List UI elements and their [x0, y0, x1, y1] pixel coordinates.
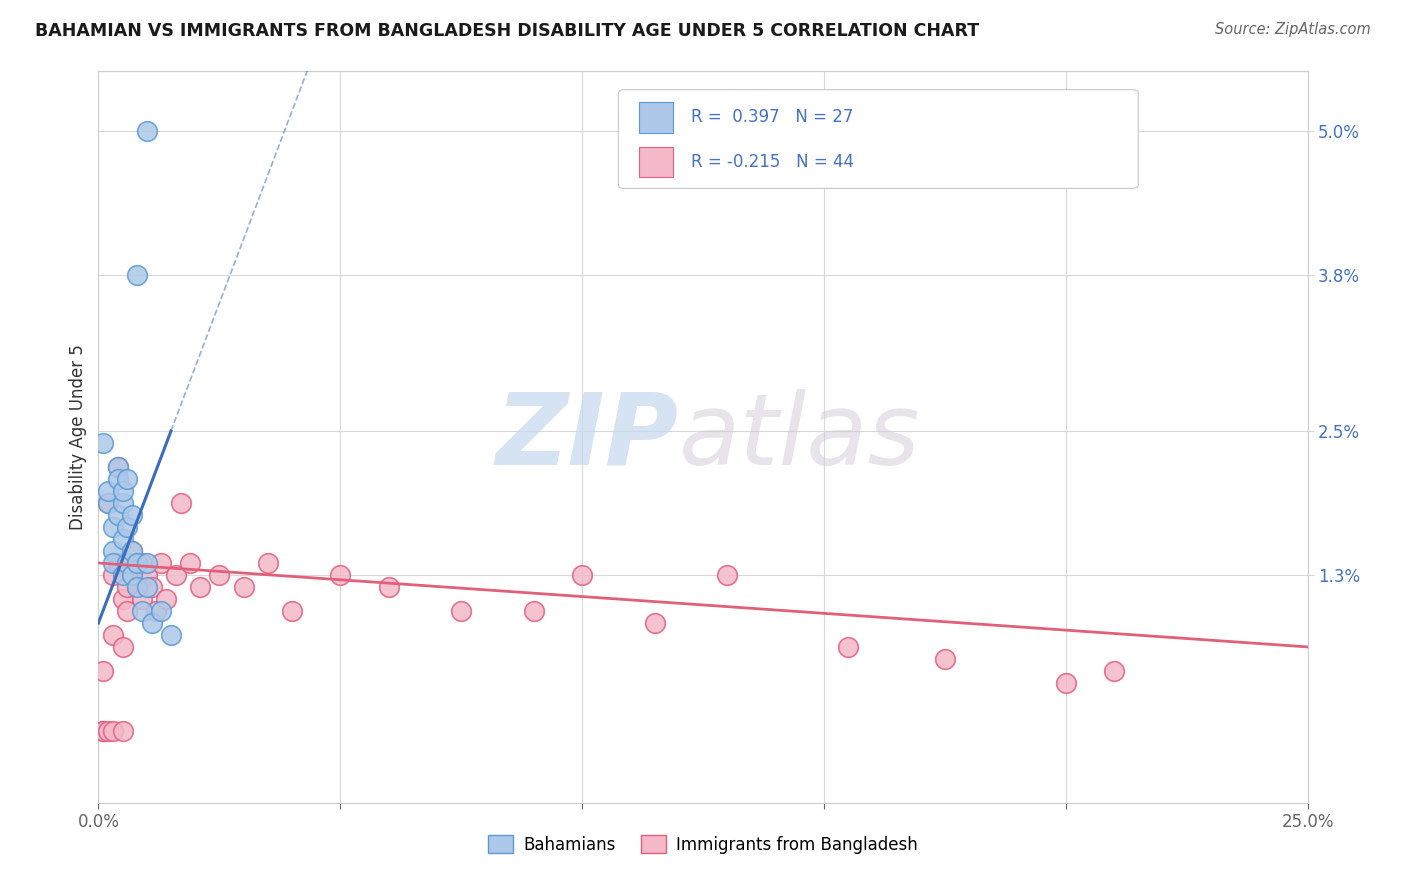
- Text: BAHAMIAN VS IMMIGRANTS FROM BANGLADESH DISABILITY AGE UNDER 5 CORRELATION CHART: BAHAMIAN VS IMMIGRANTS FROM BANGLADESH D…: [35, 22, 979, 40]
- Point: [644, 615, 666, 630]
- Point: [131, 556, 153, 570]
- Point: [127, 556, 149, 570]
- Point: [934, 652, 956, 666]
- Point: [377, 580, 399, 594]
- Point: [101, 544, 124, 558]
- Point: [121, 544, 143, 558]
- Point: [127, 580, 149, 594]
- Point: [121, 568, 143, 582]
- Point: [155, 591, 177, 606]
- Point: [101, 568, 124, 582]
- Point: [141, 615, 163, 630]
- Point: [169, 496, 191, 510]
- Point: [523, 604, 546, 618]
- Bar: [638, 146, 673, 178]
- Point: [107, 460, 129, 475]
- Point: [135, 124, 157, 138]
- Point: [117, 472, 139, 486]
- Point: [1102, 664, 1125, 678]
- Point: [121, 568, 143, 582]
- Point: [111, 591, 134, 606]
- Point: [127, 580, 149, 594]
- Point: [101, 520, 124, 534]
- Point: [837, 640, 859, 654]
- Point: [135, 568, 157, 582]
- Point: [150, 604, 173, 618]
- Point: [165, 568, 187, 582]
- Legend: Bahamians, Immigrants from Bangladesh: Bahamians, Immigrants from Bangladesh: [482, 829, 924, 860]
- Point: [107, 556, 129, 570]
- Point: [150, 556, 173, 570]
- Point: [111, 640, 134, 654]
- Point: [232, 580, 254, 594]
- Point: [329, 568, 352, 582]
- Point: [111, 532, 134, 546]
- Point: [256, 556, 278, 570]
- Text: R = -0.215   N = 44: R = -0.215 N = 44: [690, 153, 853, 171]
- Point: [107, 460, 129, 475]
- Text: R =  0.397   N = 27: R = 0.397 N = 27: [690, 109, 853, 127]
- Point: [101, 556, 124, 570]
- Point: [135, 556, 157, 570]
- Point: [145, 604, 167, 618]
- Point: [127, 268, 149, 283]
- Point: [121, 544, 143, 558]
- Point: [450, 604, 472, 618]
- Point: [135, 580, 157, 594]
- Text: Source: ZipAtlas.com: Source: ZipAtlas.com: [1215, 22, 1371, 37]
- Point: [117, 520, 139, 534]
- Point: [91, 723, 114, 738]
- Point: [107, 508, 129, 522]
- Bar: [638, 102, 673, 133]
- Point: [281, 604, 304, 618]
- Point: [97, 483, 120, 498]
- Point: [101, 628, 124, 642]
- Point: [91, 664, 114, 678]
- FancyBboxPatch shape: [619, 90, 1139, 188]
- Point: [107, 472, 129, 486]
- Point: [117, 556, 139, 570]
- Point: [111, 483, 134, 498]
- Point: [716, 568, 738, 582]
- Point: [117, 580, 139, 594]
- Point: [111, 496, 134, 510]
- Point: [97, 496, 120, 510]
- Point: [1054, 676, 1077, 690]
- Point: [188, 580, 211, 594]
- Point: [91, 436, 114, 450]
- Point: [160, 628, 183, 642]
- Point: [571, 568, 593, 582]
- Point: [131, 604, 153, 618]
- Point: [121, 508, 143, 522]
- Point: [111, 723, 134, 738]
- Point: [117, 604, 139, 618]
- Point: [208, 568, 231, 582]
- Point: [101, 723, 124, 738]
- Point: [131, 591, 153, 606]
- Y-axis label: Disability Age Under 5: Disability Age Under 5: [69, 344, 87, 530]
- Point: [97, 496, 120, 510]
- Point: [111, 568, 134, 582]
- Text: ZIP: ZIP: [496, 389, 679, 485]
- Point: [97, 723, 120, 738]
- Point: [91, 723, 114, 738]
- Point: [179, 556, 201, 570]
- Text: atlas: atlas: [679, 389, 921, 485]
- Point: [141, 580, 163, 594]
